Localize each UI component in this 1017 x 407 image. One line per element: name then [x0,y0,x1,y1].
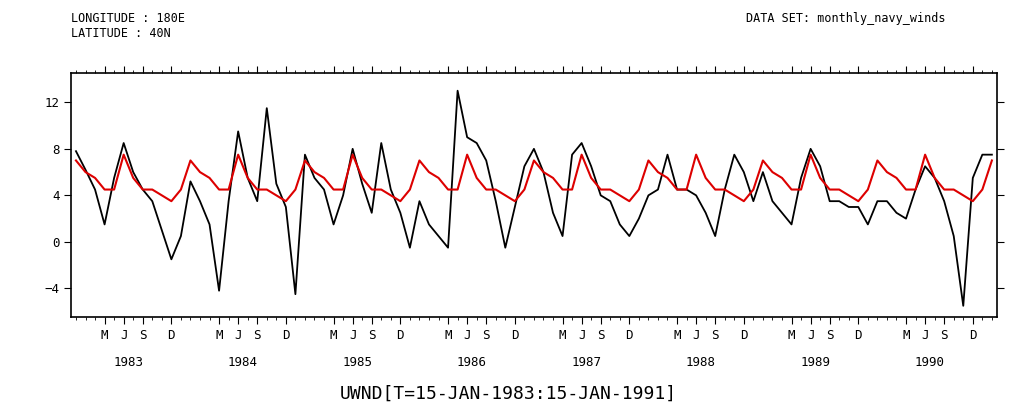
Text: 1990: 1990 [915,357,945,369]
Text: 1983: 1983 [114,357,143,369]
Text: 1988: 1988 [685,357,716,369]
Text: 1989: 1989 [800,357,831,369]
Text: 1984: 1984 [228,357,258,369]
Text: UWND[T=15-JAN-1983:15-JAN-1991]: UWND[T=15-JAN-1983:15-JAN-1991] [340,385,677,403]
Text: 1986: 1986 [457,357,487,369]
Text: DATA SET: monthly_navy_winds: DATA SET: monthly_navy_winds [746,12,946,25]
Text: LONGITUDE : 180E
LATITUDE : 40N: LONGITUDE : 180E LATITUDE : 40N [71,12,185,40]
Text: 1987: 1987 [572,357,601,369]
Text: 1985: 1985 [343,357,372,369]
